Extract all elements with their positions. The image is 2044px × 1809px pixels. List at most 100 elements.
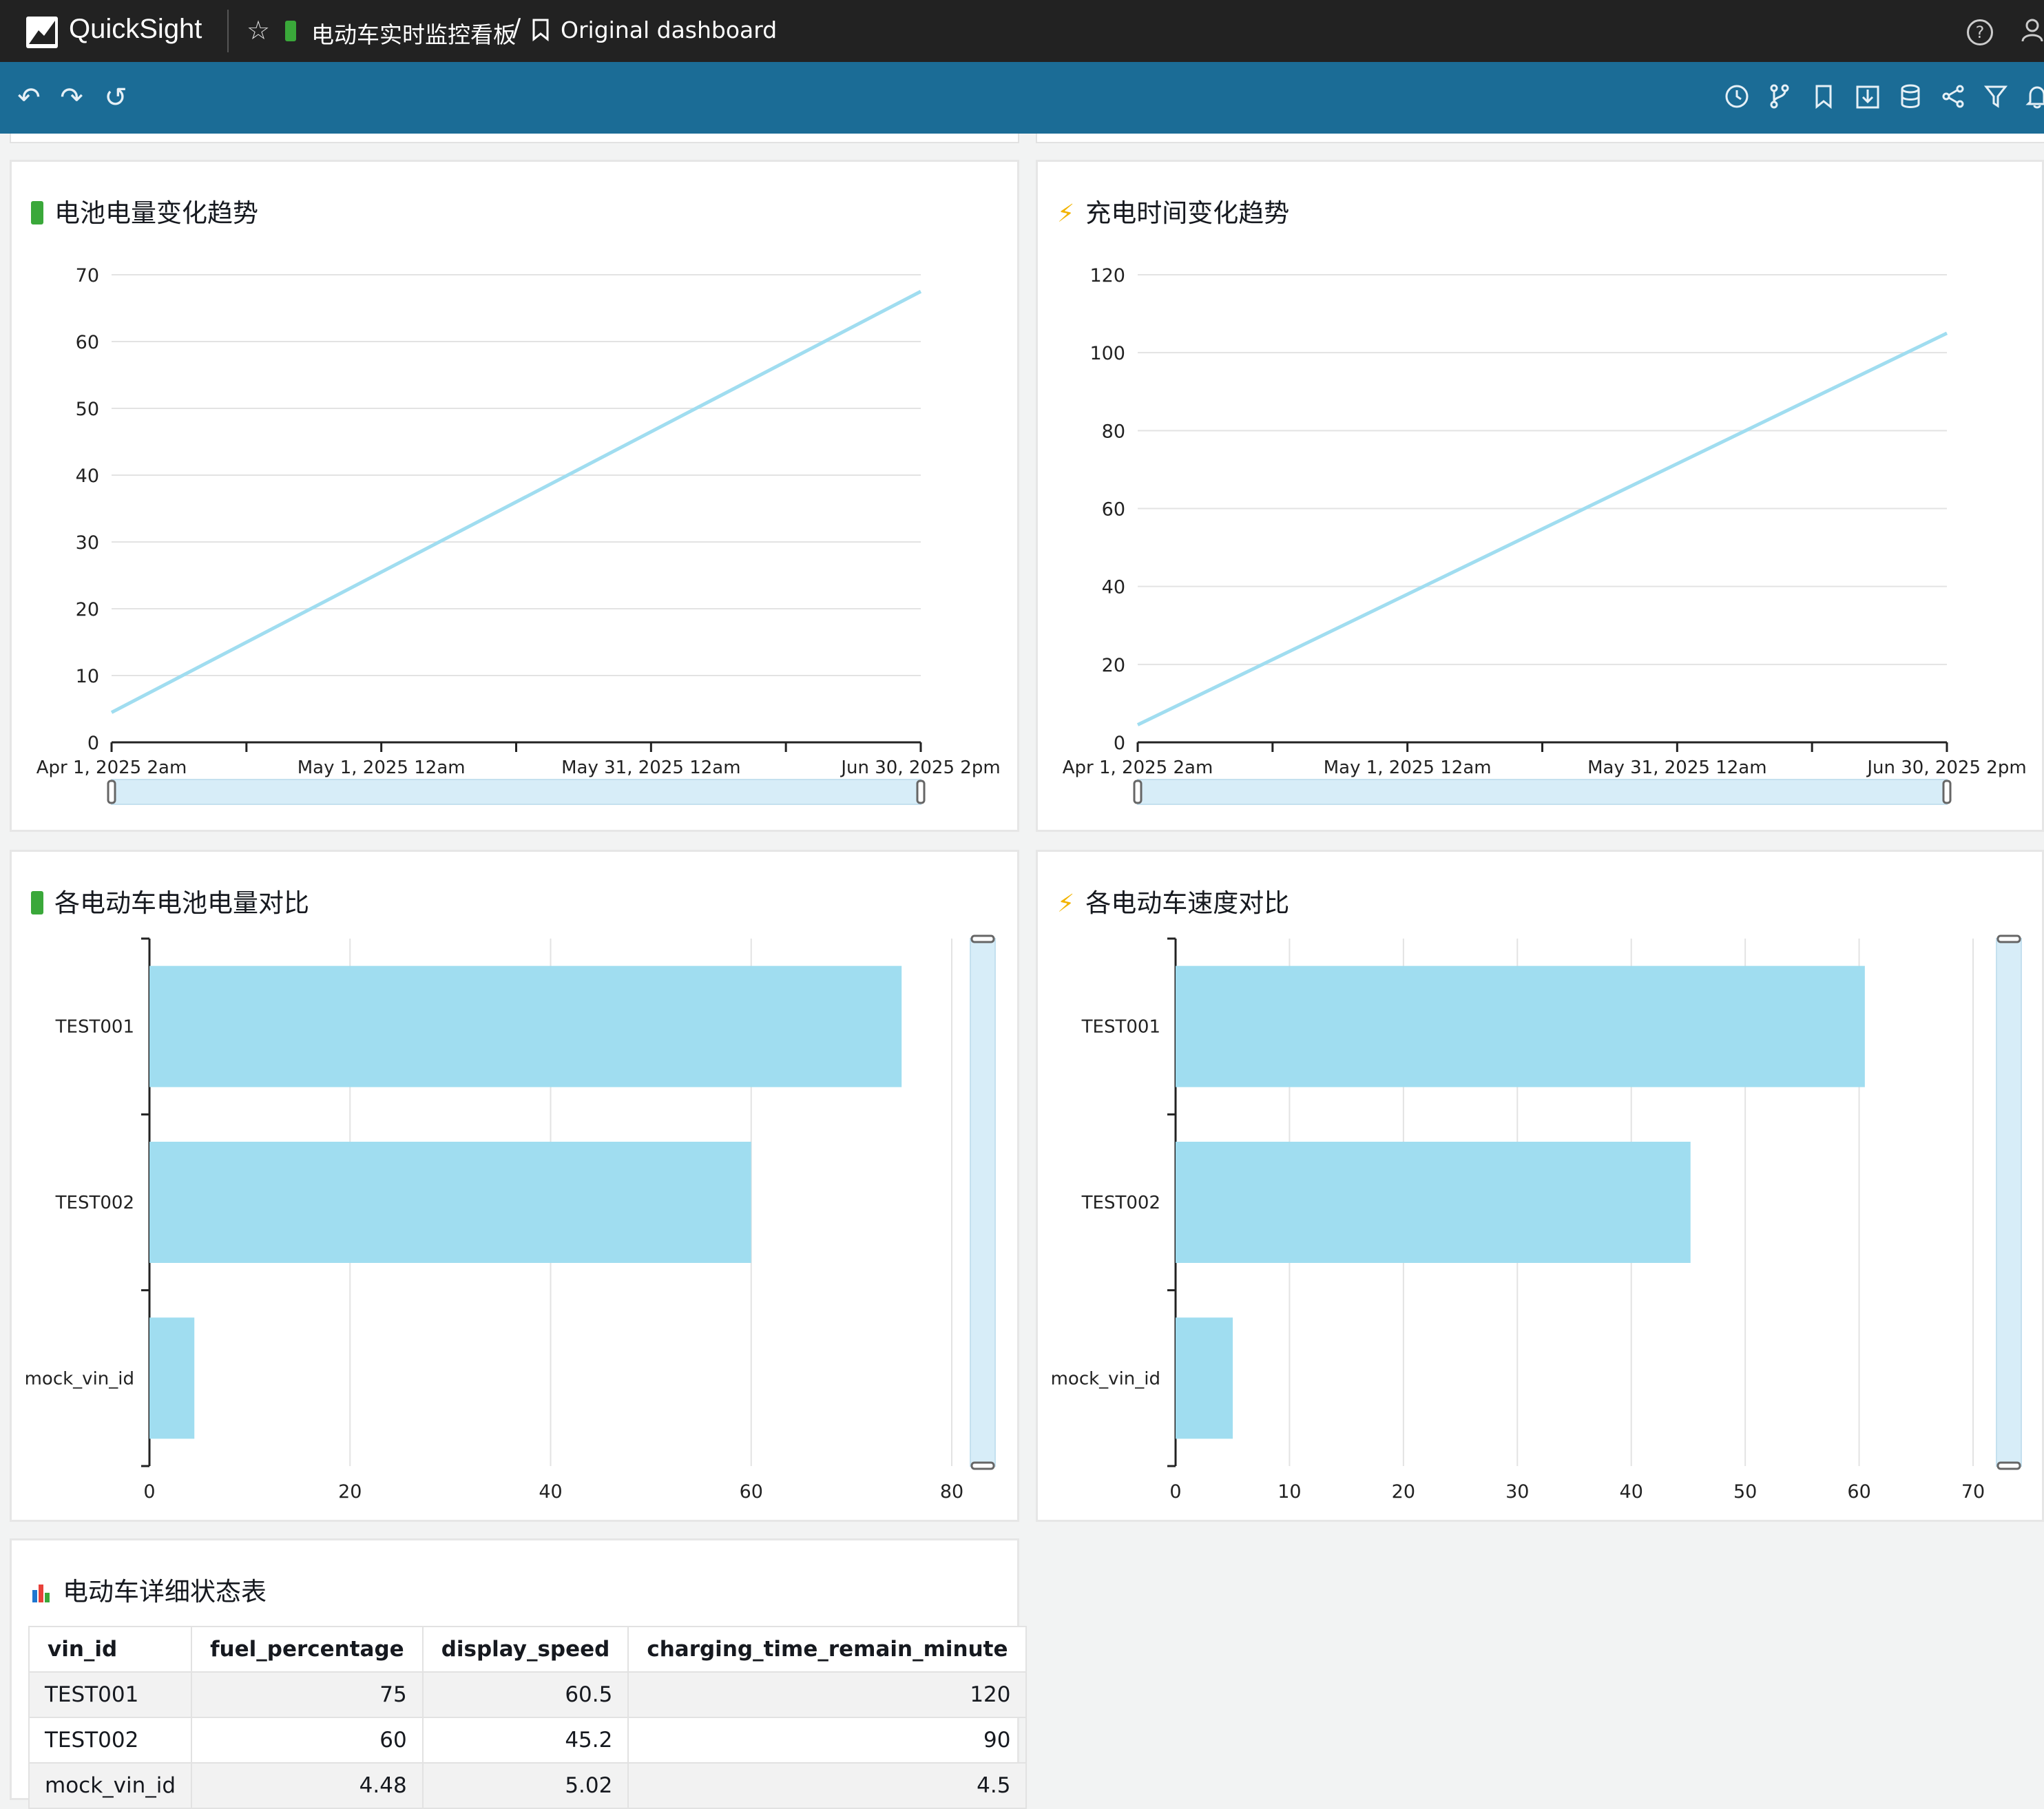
x-tick-label: 50 [1733, 1481, 1757, 1503]
y-tick-label: 60 [1102, 499, 1125, 521]
x-tick-label: 10 [1278, 1481, 1301, 1503]
table-cell: 4.48 [191, 1762, 424, 1809]
table-cell: 75 [191, 1671, 424, 1718]
table-cell: TEST001 [28, 1671, 193, 1718]
range-slider-handle [916, 780, 926, 804]
bar [1176, 1317, 1233, 1439]
branch-icon[interactable] [1764, 83, 1795, 116]
database-icon[interactable] [1895, 83, 1926, 116]
undo-icon[interactable]: ↶ [17, 82, 41, 114]
redo-icon[interactable]: ↷ [60, 82, 83, 114]
x-tick-label: 20 [338, 1481, 362, 1503]
clock-icon[interactable] [1722, 83, 1752, 116]
table-cell: 4.5 [627, 1762, 1028, 1809]
table-cell: 45.2 [421, 1717, 629, 1764]
x-tick-label: May 1, 2025 12am [1324, 757, 1492, 778]
table-cell: mock_vin_id [28, 1762, 193, 1809]
visual-charging-trend[interactable]: ⚡ 充电时间变化趋势 0 20 40 60 80 100 120 Apr 1, 2025 2am… [1036, 160, 2044, 832]
table-row[interactable]: TEST001 75 60.5 120 [28, 1671, 1028, 1718]
line-chart[interactable]: 0 10 20 30 40 50 60 70 Apr 1, 2025 2am May 1, 202… [12, 162, 1017, 830]
visual-battery-compare[interactable]: 各电动车电池电量对比 0 20 40 60 80 TEST001 TEST002 mock_v… [10, 850, 1019, 1522]
y-tick-label: 50 [76, 399, 99, 420]
y-tick-label: 70 [76, 265, 99, 286]
bar [149, 965, 902, 1087]
column-header[interactable]: vin_id [28, 1626, 193, 1673]
range-slider [111, 779, 921, 805]
y-tick-label: mock_vin_id [25, 1368, 134, 1389]
range-slider-handle [1133, 780, 1143, 804]
table-cell: 60 [191, 1717, 424, 1764]
visual-title-text: 电池电量变化趋势 [54, 198, 258, 228]
quicksight-logo-icon[interactable] [26, 17, 58, 48]
visual-title: ⚡ 各电动车速度对比 [1057, 882, 1289, 919]
lightning-icon: ⚡ [1057, 200, 1075, 228]
x-tick-label: 70 [1961, 1481, 1985, 1503]
column-header[interactable]: charging_time_remain_minute [627, 1626, 1028, 1673]
y-tick-label: TEST002 [55, 1193, 134, 1213]
download-icon[interactable] [1853, 83, 1883, 116]
visual-title-text: 电动车详细状态表 [63, 1577, 267, 1607]
y-tick-label: 0 [1114, 733, 1125, 754]
breadcrumb-dashboard[interactable]: Original dashboard [561, 17, 778, 43]
bookmark-icon[interactable] [532, 18, 550, 48]
x-tick-label: 30 [1505, 1481, 1529, 1503]
help-icon[interactable]: ? [1967, 19, 1993, 45]
table-row[interactable]: TEST002 60 45.2 90 [28, 1717, 1028, 1764]
bar [149, 1142, 751, 1263]
y-tick-label: 20 [1102, 655, 1125, 676]
x-tick-label: 40 [539, 1481, 562, 1503]
visual-title-text: 各电动车电池电量对比 [54, 888, 309, 918]
x-tick-label: May 1, 2025 12am [298, 757, 466, 778]
filter-icon[interactable] [1981, 83, 2011, 116]
series-line [110, 290, 922, 714]
scroll-slider [1996, 938, 2022, 1467]
lightning-icon: ⚡ [1057, 890, 1075, 918]
x-tick-label: Jun 30, 2025 2pm [840, 757, 1000, 778]
visual-title: ⚡ 充电时间变化趋势 [1057, 192, 1289, 229]
bar-chart-icon [31, 1577, 52, 1607]
table-cell: TEST002 [28, 1717, 193, 1764]
detail-table: vin_id fuel_percentage display_speed cha… [28, 1626, 1028, 1809]
column-header[interactable]: fuel_percentage [191, 1626, 424, 1673]
visual-speed-compare[interactable]: ⚡ 各电动车速度对比 0 10 20 30 40 50 60 70 TEST001 TEST002 m… [1036, 850, 2044, 1522]
bell-icon[interactable] [2022, 83, 2044, 116]
breadcrumb-analysis[interactable]: 电动车实时监控看板 [311, 21, 516, 48]
visual-battery-trend[interactable]: 电池电量变化趋势 0 10 20 30 40 50 60 70 Apr 1, 2025 2am M… [10, 160, 1019, 832]
scroll-slider-handle [1996, 1461, 2021, 1470]
x-tick-label: May 31, 2025 12am [1587, 757, 1766, 778]
user-icon[interactable] [2021, 18, 2044, 49]
x-tick-label: May 31, 2025 12am [561, 757, 740, 778]
y-tick-label: 30 [76, 532, 99, 554]
star-icon[interactable]: ☆ [247, 15, 271, 45]
bar [149, 1317, 195, 1439]
range-slider [1137, 779, 1948, 805]
range-slider-handle [107, 780, 116, 804]
y-tick-label: mock_vin_id [1051, 1368, 1160, 1389]
y-tick-label: 120 [1089, 265, 1125, 286]
card-edge [1036, 134, 2044, 143]
x-tick-label: 80 [940, 1481, 963, 1503]
y-tick-label: 10 [76, 666, 99, 687]
visual-title: 各电动车电池电量对比 [31, 882, 309, 919]
bar-chart[interactable]: 0 10 20 30 40 50 60 70 TEST001 TEST002 mock_vin_id [1038, 852, 2043, 1520]
table-row[interactable]: mock_vin_id 4.48 5.02 4.5 [28, 1762, 1028, 1809]
table-cell: 120 [627, 1671, 1028, 1718]
visual-detail-table[interactable]: 电动车详细状态表 vin_id fuel_percentage display_… [10, 1538, 1028, 1809]
y-tick-label: 20 [76, 599, 99, 620]
y-tick-label: TEST001 [1081, 1017, 1160, 1038]
column-header[interactable]: display_speed [421, 1626, 629, 1673]
x-tick-label: 20 [1392, 1481, 1415, 1503]
battery-icon [31, 891, 43, 914]
y-tick-label: 60 [76, 332, 99, 353]
top-bar: QuickSight ☆ 电动车实时监控看板 / Original dashbo… [0, 0, 2044, 62]
x-tick-label: 0 [1169, 1481, 1181, 1503]
series-line [1136, 331, 1948, 726]
scroll-slider-handle [970, 934, 995, 943]
bookmark-icon[interactable] [1808, 83, 1839, 116]
share-icon[interactable] [1938, 83, 1968, 116]
reset-icon[interactable]: ↺ [104, 82, 127, 114]
bar-chart[interactable]: 0 20 40 60 80 TEST001 TEST002 mock_vin_id [12, 852, 1017, 1520]
x-tick-label: 60 [1847, 1481, 1870, 1503]
app-name[interactable]: QuickSight [69, 14, 202, 44]
line-chart[interactable]: 0 20 40 60 80 100 120 Apr 1, 2025 2am May 1, 202… [1038, 162, 2043, 830]
